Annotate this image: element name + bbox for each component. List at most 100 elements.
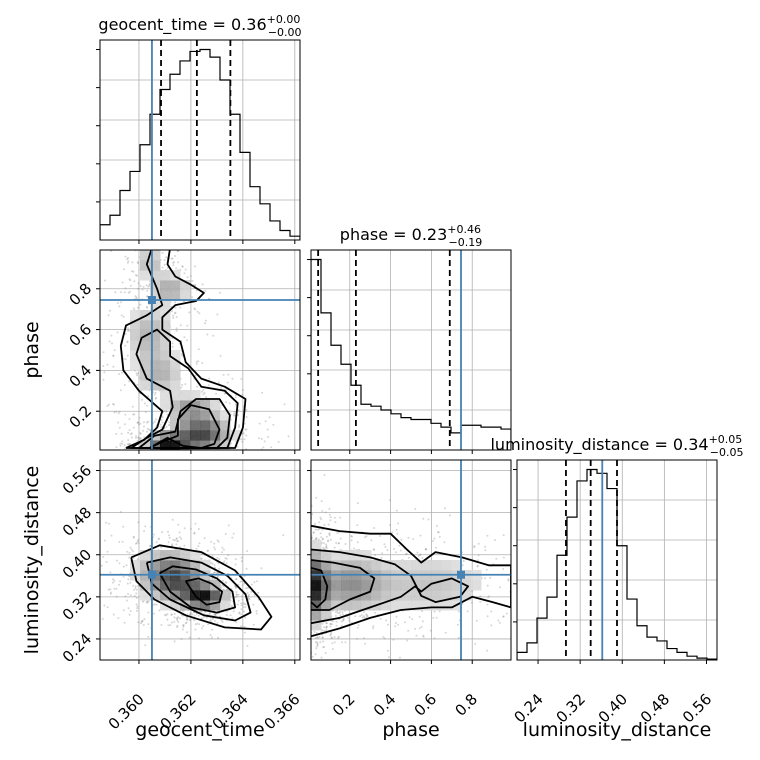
- sample-point: [317, 689, 319, 691]
- sample-point: [118, 305, 121, 308]
- sample-point: [308, 577, 310, 579]
- sample-point: [363, 617, 366, 619]
- sample-point: [129, 610, 132, 612]
- sample-point: [305, 534, 307, 536]
- sample-point: [435, 524, 438, 527]
- sample-point: [277, 441, 280, 443]
- sample-point: [304, 597, 306, 599]
- sample-point: [551, 625, 553, 627]
- sample-point: [257, 591, 260, 594]
- sample-point: [301, 588, 303, 590]
- sample-point: [295, 623, 297, 625]
- sample-point: [418, 627, 421, 630]
- sample-point: [364, 536, 366, 539]
- sample-point: [175, 327, 178, 330]
- sample-point: [307, 597, 309, 599]
- sample-point: [372, 548, 375, 550]
- density-cell: [421, 590, 432, 601]
- sample-point: [142, 285, 145, 288]
- sample-point: [175, 461, 177, 463]
- sample-point: [196, 462, 198, 464]
- sample-point: [404, 621, 406, 624]
- sample-point: [235, 621, 238, 624]
- density-cell: [210, 590, 221, 601]
- sample-point: [207, 623, 210, 626]
- sample-point: [291, 637, 293, 639]
- sample-point: [289, 527, 291, 529]
- density-cell: [170, 280, 181, 291]
- sample-point: [194, 284, 197, 287]
- sample-point: [291, 546, 293, 548]
- density-cell: [391, 580, 402, 591]
- sample-point: [245, 587, 248, 590]
- density-cell: [461, 590, 472, 601]
- sample-point: [139, 285, 142, 287]
- joint-content: [276, 474, 553, 691]
- sample-point: [110, 534, 113, 537]
- sample-point: [134, 274, 137, 277]
- sample-point: [325, 622, 328, 625]
- sample-point: [119, 580, 122, 583]
- sample-point: [359, 615, 362, 618]
- sample-point: [277, 593, 279, 595]
- density-cell: [140, 320, 151, 331]
- panel-frame: [99, 249, 301, 451]
- sample-point: [160, 451, 162, 453]
- sample-point: [195, 547, 198, 550]
- density-cell: [130, 360, 141, 371]
- density-cell: [411, 560, 422, 571]
- sample-point: [305, 572, 307, 574]
- sample-point: [350, 539, 353, 542]
- sample-point: [200, 610, 203, 613]
- sample-point: [276, 599, 278, 601]
- sample-point: [328, 532, 331, 535]
- sample-point: [139, 437, 142, 440]
- sample-point: [132, 413, 135, 416]
- sample-point: [175, 537, 178, 540]
- sample-point: [98, 588, 100, 590]
- sample-point: [234, 563, 237, 566]
- sample-point: [129, 581, 132, 584]
- sample-point: [308, 608, 310, 610]
- sample-point: [234, 403, 237, 406]
- sample-point: [201, 474, 203, 476]
- density-cell: [170, 550, 181, 561]
- sample-point: [240, 580, 243, 583]
- density-cell: [321, 610, 332, 621]
- sample-point: [316, 636, 319, 639]
- sample-point: [303, 577, 305, 579]
- sample-point: [135, 372, 138, 375]
- sample-point: [301, 641, 303, 643]
- sample-point: [301, 562, 303, 564]
- sample-point: [295, 654, 297, 656]
- sample-point: [126, 354, 129, 357]
- density-cell: [311, 620, 322, 631]
- sample-point: [232, 610, 235, 613]
- sample-point: [466, 610, 469, 613]
- sample-point: [308, 583, 310, 585]
- density-cell: [331, 590, 342, 601]
- sample-point: [234, 586, 237, 589]
- sample-point: [197, 360, 200, 363]
- sample-point: [210, 540, 213, 543]
- sample-point: [163, 456, 165, 458]
- sample-point: [127, 235, 129, 237]
- density-cell: [321, 600, 332, 611]
- sample-point: [175, 455, 177, 457]
- sample-point: [301, 547, 303, 549]
- density-cell: [180, 560, 191, 571]
- sample-point: [240, 377, 243, 380]
- sample-point: [160, 426, 163, 429]
- sample-point: [139, 303, 142, 306]
- sample-point: [289, 582, 291, 584]
- sample-point: [229, 476, 231, 478]
- density-cell: [311, 560, 322, 571]
- sample-point: [365, 535, 368, 538]
- density-cell: [190, 550, 201, 561]
- sample-point: [216, 452, 218, 454]
- sample-point: [188, 636, 191, 639]
- sample-point: [315, 538, 318, 541]
- sample-point: [291, 583, 293, 585]
- sample-point: [246, 592, 249, 595]
- density-cell: [361, 550, 372, 561]
